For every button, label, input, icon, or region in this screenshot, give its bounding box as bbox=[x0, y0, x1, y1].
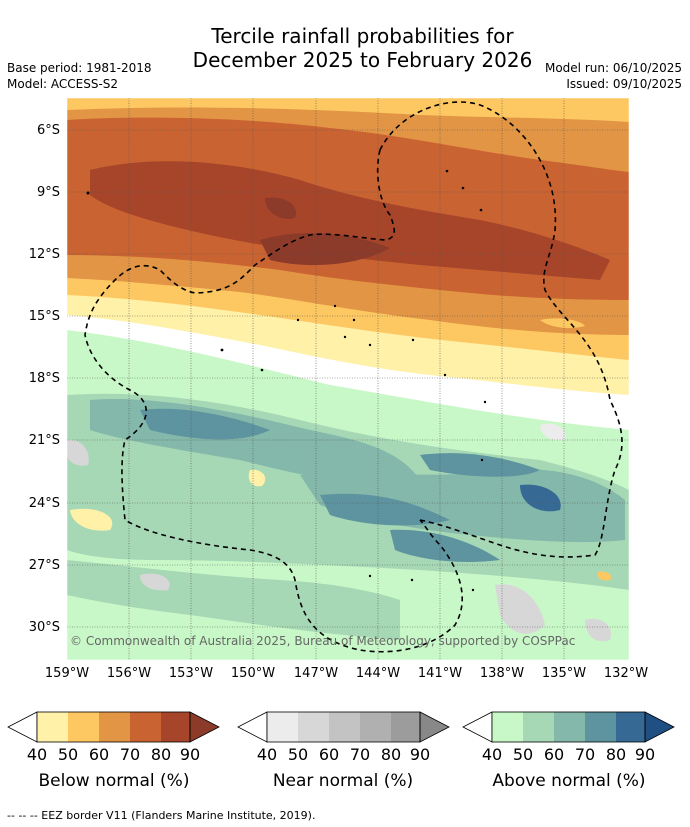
colorbar-tick: 50 bbox=[57, 745, 79, 764]
lon-label: 144°W bbox=[355, 666, 401, 681]
colorbar-tick: 80 bbox=[605, 745, 627, 764]
colorbar-tick: 40 bbox=[256, 745, 278, 764]
lon-label: 156°W bbox=[106, 666, 152, 681]
colorbar-tick: 60 bbox=[318, 745, 340, 764]
colorbar-tick: 70 bbox=[119, 745, 141, 764]
eez-border bbox=[84, 101, 623, 653]
colorbar-label-near: Near normal (%) bbox=[272, 771, 414, 791]
lon-label: 138°W bbox=[479, 666, 525, 681]
lon-label: 150°W bbox=[230, 666, 276, 681]
lat-label: 9°S bbox=[36, 185, 60, 200]
colorbar-below bbox=[7, 711, 220, 743]
colorbar-label-above: Above normal (%) bbox=[492, 771, 646, 791]
lat-label: 6°S bbox=[36, 123, 60, 138]
colorbar-tick: 80 bbox=[150, 745, 172, 764]
meta-right: Model run: 06/10/2025 Issued: 09/10/2025 bbox=[545, 60, 682, 92]
colorbar-above bbox=[462, 711, 675, 743]
lon-label: 135°W bbox=[541, 666, 587, 681]
map-title-line2: December 2025 to February 2026 bbox=[192, 48, 533, 72]
map-fill bbox=[67, 98, 629, 660]
lon-label: 153°W bbox=[168, 666, 214, 681]
base-period: Base period: 1981-2018 bbox=[7, 61, 152, 75]
graticule bbox=[67, 98, 629, 660]
lon-label: 159°W bbox=[44, 666, 90, 681]
colorbar-label-below: Below normal (%) bbox=[38, 771, 190, 791]
lat-label: 12°S bbox=[28, 247, 60, 262]
lat-label: 15°S bbox=[28, 309, 60, 324]
islands bbox=[86, 169, 487, 592]
colorbar-tick: 90 bbox=[179, 745, 201, 764]
lat-label: 27°S bbox=[28, 558, 60, 573]
lat-label: 24°S bbox=[28, 496, 60, 511]
lon-label: 132°W bbox=[603, 666, 649, 681]
lon-label: 141°W bbox=[417, 666, 463, 681]
colorbar-near bbox=[237, 711, 450, 743]
colorbar-tick: 70 bbox=[349, 745, 371, 764]
colorbar-tick: 40 bbox=[26, 745, 48, 764]
model-name: Model: ACCESS-S2 bbox=[7, 77, 119, 91]
colorbar-tick: 90 bbox=[409, 745, 431, 764]
model-run: Model run: 06/10/2025 bbox=[544, 61, 682, 75]
copyright-note: © Commonwealth of Australia 2025, Bureau… bbox=[70, 634, 576, 648]
issued-date: Issued: 09/10/2025 bbox=[566, 77, 682, 91]
colorbar-tick: 60 bbox=[543, 745, 565, 764]
colorbar-tick: 60 bbox=[88, 745, 110, 764]
colorbar-tick: 70 bbox=[574, 745, 596, 764]
lat-label: 21°S bbox=[28, 433, 60, 448]
colorbar-tick: 90 bbox=[634, 745, 656, 764]
map-title-line1: Tercile rainfall probabilities for bbox=[211, 24, 514, 48]
meta-left: Base period: 1981-2018 Model: ACCESS-S2 bbox=[7, 60, 152, 92]
colorbar-tick: 80 bbox=[380, 745, 402, 764]
colorbar-tick: 50 bbox=[512, 745, 534, 764]
lat-label: 30°S bbox=[28, 620, 60, 635]
colorbar-tick: 40 bbox=[481, 745, 503, 764]
lat-label: 18°S bbox=[28, 371, 60, 386]
colorbar-tick: 50 bbox=[287, 745, 309, 764]
lon-label: 147°W bbox=[293, 666, 339, 681]
eez-footnote: -- -- -- EEZ border V11 (Flanders Marine… bbox=[7, 809, 316, 822]
